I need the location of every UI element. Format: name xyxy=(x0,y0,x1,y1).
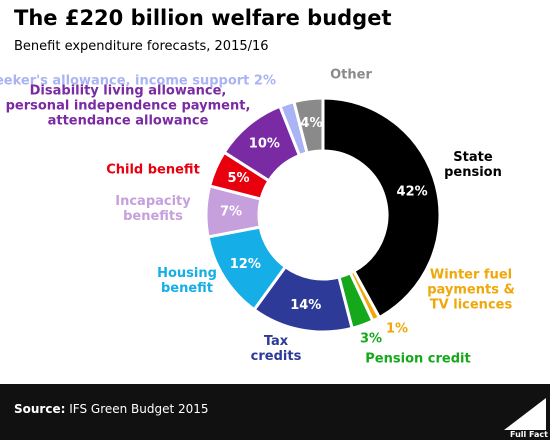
category-label-winter-fuel-payments-tv-licences: Winter fuel payments & TV licences xyxy=(427,268,515,313)
value-label-pension-credit: 3% xyxy=(360,332,382,347)
category-label-pension-credit: Pension credit xyxy=(365,352,470,367)
slices xyxy=(204,96,442,334)
source-note: Source: IFS Green Budget 2015 xyxy=(14,402,209,416)
slice-state-pension xyxy=(321,96,442,320)
category-label-tax-credits: Tax credits xyxy=(251,334,302,364)
value-label-housing-benefit: 12% xyxy=(230,257,261,272)
chart-subtitle: Benefit expenditure forecasts, 2015/16 xyxy=(14,39,269,54)
category-label-state-pension: State pension xyxy=(444,150,502,180)
category-label-housing-benefit: Housing benefit xyxy=(157,266,217,296)
category-label-disability-living-allowance-personal-independence-payment-attendance-allowance: Disability living allowance, personal ind… xyxy=(6,84,251,129)
slice-other xyxy=(292,96,325,155)
footer: Source: IFS Green Budget 2015 Full Fact xyxy=(0,384,550,440)
logo-text: Full Fact xyxy=(510,430,548,439)
value-label-child-benefit: 5% xyxy=(228,171,250,186)
category-label-other: Other xyxy=(330,68,372,83)
donut-chart: 42% 1% 3% 14% 12% 7% 5% 10% 4% State pension Winte… xyxy=(0,68,515,367)
value-label-other: 4% xyxy=(300,116,322,131)
value-label-incapacity-benefits: 7% xyxy=(220,205,242,220)
source-text: IFS Green Budget 2015 xyxy=(69,402,209,416)
value-label-state-pension: 42% xyxy=(397,185,428,200)
category-labels: State pension Winter fuel payments & TV lice… xyxy=(0,68,515,367)
category-label-child-benefit: Child benefit xyxy=(106,163,200,178)
value-label-disability-living-allowance-personal-independence-payment-attendance-allowance: 10% xyxy=(249,137,280,152)
full-fact-logo-icon xyxy=(504,398,546,430)
value-label-winter-fuel-payments-tv-licences: 1% xyxy=(386,322,408,337)
source-label: Source: xyxy=(14,402,66,416)
value-labels: 42% 1% 3% 14% 12% 7% 5% 10% 4% xyxy=(220,116,428,346)
value-label-tax-credits: 14% xyxy=(290,298,321,313)
category-label-jobseeker-s-allowance-income-support: Jobseeker's allowance, income support 2% xyxy=(0,74,276,89)
chart-title: The £220 billion welfare budget xyxy=(14,6,392,30)
category-label-incapacity-benefits: Incapacity benefits xyxy=(115,194,191,224)
